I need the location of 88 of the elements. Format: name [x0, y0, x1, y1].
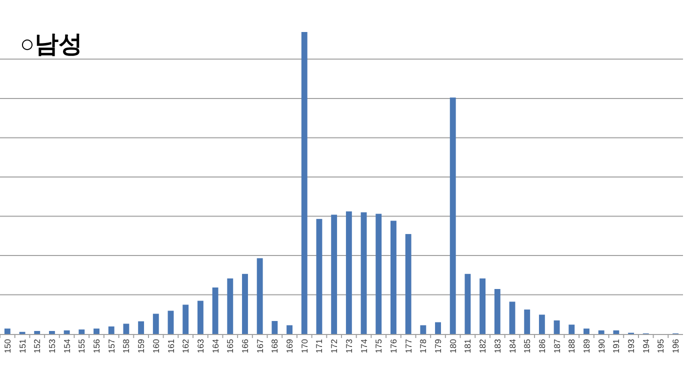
bar	[34, 330, 40, 334]
bar	[598, 330, 604, 334]
bar	[538, 314, 545, 334]
bar	[152, 314, 159, 334]
x-tick-label: 156	[92, 338, 102, 354]
x-tick-label: 163	[195, 338, 206, 354]
bar	[242, 274, 248, 334]
bar	[331, 214, 338, 334]
x-tick-label: 155	[76, 338, 87, 354]
chart-title: ○남성	[20, 31, 82, 58]
bar	[316, 218, 322, 334]
bar	[168, 310, 174, 334]
bar	[360, 212, 367, 334]
x-tick-label: 181	[462, 338, 473, 354]
x-tick-label: 157	[106, 338, 116, 354]
x-tick-label: 162	[180, 338, 191, 354]
x-tick-label: 165	[225, 338, 236, 354]
bar	[390, 220, 396, 334]
x-tick-label: 186	[536, 338, 547, 354]
bar	[568, 324, 575, 334]
x-tick-label: 166	[240, 338, 250, 354]
x-tick-label: 175	[374, 338, 384, 354]
x-tick-label: 187	[552, 338, 562, 354]
bar	[4, 328, 10, 334]
bar	[286, 325, 292, 334]
x-tick-label: 193	[626, 338, 636, 354]
x-tick-label: 150	[2, 338, 12, 354]
bar	[182, 304, 189, 334]
x-tick-label: 171	[314, 338, 324, 354]
x-tick-label: 190	[596, 338, 606, 354]
bar	[123, 324, 130, 334]
bar	[435, 322, 441, 334]
bar	[78, 329, 85, 334]
x-tick-label: 194	[640, 338, 651, 354]
x-tick-label: 185	[522, 338, 532, 354]
bar	[272, 321, 278, 334]
bar	[212, 287, 218, 334]
x-tick-label: 195	[656, 338, 666, 354]
bar	[584, 328, 590, 334]
x-tick-label: 173	[344, 338, 354, 354]
bar	[346, 211, 352, 334]
x-tick-label: 176	[388, 338, 398, 354]
x-tick-label: 154	[62, 338, 72, 354]
bar	[301, 32, 308, 334]
bar	[509, 302, 516, 334]
bar	[64, 330, 70, 334]
x-tick-label: 184	[507, 338, 518, 354]
bar	[494, 289, 500, 334]
bar	[420, 325, 426, 334]
x-tick-label: 178	[418, 338, 428, 354]
bar	[108, 326, 114, 334]
bar	[613, 330, 620, 334]
bar	[524, 310, 530, 334]
bar	[480, 278, 486, 334]
x-tick-label: 196	[670, 338, 681, 354]
bar	[49, 330, 55, 334]
x-tick-label: 159	[136, 338, 146, 354]
x-tick-label: 164	[210, 338, 220, 354]
x-tick-label: 167	[254, 338, 265, 354]
bar	[554, 320, 560, 334]
bar	[464, 274, 471, 334]
x-tick-label: 177	[403, 338, 414, 354]
x-tick-label: 169	[284, 338, 295, 354]
bar	[450, 98, 456, 334]
x-tick-label: 182	[478, 338, 488, 354]
x-tick-label: 151	[17, 338, 28, 354]
x-tick-label: 189	[581, 338, 592, 354]
bar	[405, 234, 412, 334]
x-tick-label: 174	[358, 338, 369, 354]
bar	[376, 214, 382, 334]
bar	[94, 328, 100, 334]
x-tick-label: 179	[433, 338, 444, 354]
x-tick-label: 168	[270, 338, 280, 354]
x-tick-label: 191	[611, 338, 622, 354]
x-tick-label: 152	[32, 338, 42, 354]
x-tick-label: 160	[150, 338, 161, 354]
x-tick-label: 188	[566, 338, 577, 354]
x-tick-label: 161	[166, 338, 176, 354]
x-tick-label: 183	[492, 338, 502, 354]
bar	[227, 278, 234, 334]
bar	[197, 300, 204, 334]
x-tick-label: 158	[121, 338, 132, 354]
bar	[256, 258, 263, 334]
x-tick-label: 180	[448, 338, 458, 354]
x-tick-label: 170	[299, 338, 310, 354]
x-tick-label: 172	[329, 338, 340, 354]
bar	[138, 321, 144, 334]
x-tick-label: 153	[46, 338, 57, 354]
